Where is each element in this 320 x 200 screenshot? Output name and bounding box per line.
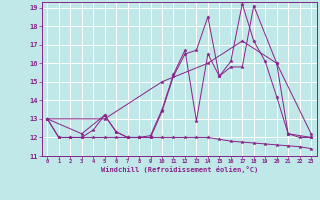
X-axis label: Windchill (Refroidissement éolien,°C): Windchill (Refroidissement éolien,°C) bbox=[100, 166, 258, 173]
